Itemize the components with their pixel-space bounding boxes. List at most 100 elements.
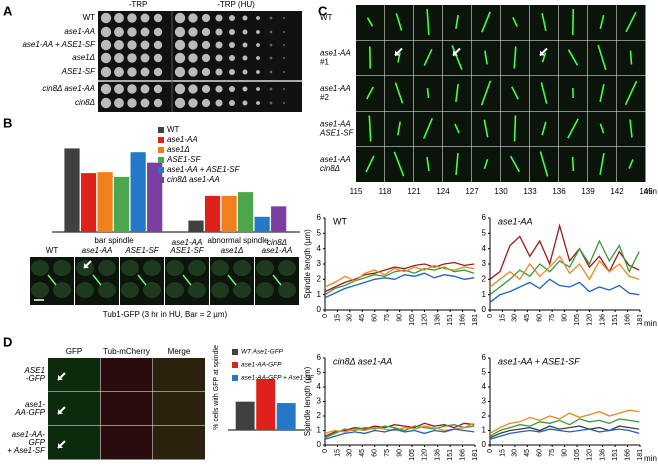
- y-tick-label: 3: [482, 259, 487, 268]
- y-tick-label: 4: [317, 382, 322, 391]
- y-tick-label: 6: [317, 353, 322, 362]
- spindle: [47, 274, 57, 286]
- image-label: ase1-AA: [82, 246, 113, 255]
- colony-spot: [100, 26, 112, 38]
- x-tick-label: 136: [600, 449, 607, 461]
- colony-spot: [100, 52, 112, 64]
- line: [489, 223, 640, 280]
- x-tick-label: 45: [359, 314, 366, 322]
- spindle: [599, 84, 605, 102]
- x-tick-label: 105: [409, 314, 416, 326]
- row-label: ase1-: [25, 400, 45, 409]
- cell: [256, 282, 274, 298]
- panel-label: D: [3, 334, 12, 349]
- y-tick-label: 6: [482, 213, 487, 222]
- legend-label: ASE1-SF: [166, 155, 201, 164]
- x-tick-label: 151: [447, 449, 454, 461]
- x-tick-label: 75: [549, 314, 556, 322]
- spindle: [426, 8, 430, 36]
- row-label: ase1Δ: [72, 53, 95, 62]
- x-tick-label: 166: [459, 449, 466, 461]
- row-label: #1: [320, 58, 329, 67]
- spindle: [483, 158, 489, 170]
- bar: [147, 162, 163, 232]
- colony-spot: [229, 86, 235, 92]
- spindle: [541, 52, 547, 63]
- colony-spot: [127, 98, 137, 108]
- colony-spot: [269, 101, 273, 105]
- caption: Tub1-GFP (3 hr in HU, Bar = 2 µm): [103, 310, 228, 319]
- micrograph: [48, 358, 100, 392]
- line: [489, 425, 640, 439]
- cell: [211, 260, 229, 276]
- colony-spot: [269, 87, 273, 91]
- cell: [143, 282, 161, 298]
- colony-spot: [140, 84, 150, 94]
- colony-spot: [242, 86, 248, 92]
- x-tick-label: 90: [396, 314, 403, 322]
- y-tick-label: 4: [482, 244, 487, 253]
- column-header: Tub-mCherry: [103, 347, 150, 356]
- x-tick-label: 120: [421, 314, 428, 326]
- x-axis-label: min: [644, 319, 657, 328]
- bar: [276, 403, 296, 430]
- time-label: 121: [407, 187, 421, 196]
- colony-spot: [269, 16, 273, 20]
- x-tick-label: 45: [359, 449, 366, 457]
- x-tick-label: 90: [561, 314, 568, 322]
- spindle: [484, 50, 488, 65]
- line: [489, 409, 640, 434]
- x-tick-label: 136: [600, 314, 607, 326]
- spindle: [227, 274, 237, 286]
- spindle: [455, 14, 459, 30]
- y-tick-label: 2: [482, 411, 487, 420]
- x-tick-label: 181: [472, 314, 479, 326]
- micrograph: [100, 426, 153, 460]
- legend-label: ase1-AA + ASE1-SF: [167, 165, 241, 174]
- colony-spot: [174, 26, 186, 38]
- row-label: cin8Δ: [75, 98, 95, 107]
- x-tick-label: bar spindle: [94, 236, 134, 245]
- micrograph: [100, 358, 153, 392]
- bar: [114, 176, 130, 232]
- colony-spot: [114, 84, 124, 94]
- spindle: [394, 82, 404, 104]
- y-tick-label: 5: [317, 368, 322, 377]
- y-tick-label: 3: [482, 397, 487, 406]
- colony-spot: [201, 53, 211, 63]
- x-tick-label: 151: [447, 314, 454, 326]
- x-tick-label: 181: [637, 314, 644, 326]
- cell: [98, 260, 116, 276]
- legend-swatch: [232, 362, 238, 368]
- spindle: [624, 80, 638, 106]
- colony-spot: [229, 29, 235, 35]
- colony-spot: [242, 55, 248, 61]
- colony-spot: [114, 53, 124, 63]
- row-label: #2: [320, 93, 329, 102]
- spindle: [567, 49, 579, 66]
- colony-spot: [242, 69, 248, 75]
- y-tick-label: 0: [482, 440, 487, 449]
- time-label: 145: [639, 187, 653, 196]
- cell: [76, 282, 94, 298]
- legend-swatch: [158, 127, 164, 133]
- spindle: [509, 155, 521, 173]
- y-tick-label: 6: [317, 213, 322, 222]
- cell: [233, 282, 251, 298]
- line: [324, 264, 475, 288]
- colony-spot: [215, 54, 223, 62]
- spindle: [426, 156, 430, 172]
- x-tick-label: 166: [624, 449, 631, 461]
- colony-spot: [153, 84, 163, 94]
- bar: [221, 195, 237, 232]
- bar: [64, 148, 80, 232]
- y-tick-label: 3: [317, 259, 322, 268]
- x-tick-label: 90: [396, 449, 403, 457]
- micrograph: [153, 392, 205, 426]
- x-tick-label: 60: [537, 314, 544, 322]
- bar: [130, 152, 146, 232]
- row-label: ase1-AA: [320, 84, 351, 93]
- x-tick-label: 136: [435, 314, 442, 326]
- cell: [31, 260, 49, 276]
